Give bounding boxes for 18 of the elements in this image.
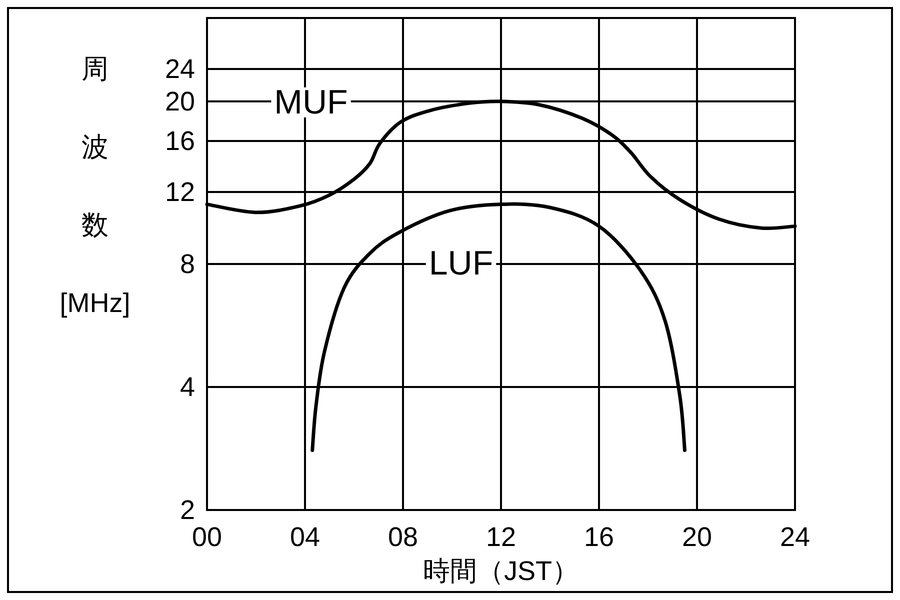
series-label: LUF <box>428 244 494 282</box>
x-tick-label: 00 <box>192 522 222 552</box>
x-tick-label: 24 <box>780 522 810 552</box>
x-tick-label: 08 <box>388 522 418 552</box>
y-tick-label: 12 <box>164 177 195 208</box>
x-tick-label: 16 <box>584 522 614 552</box>
x-tick-label: 12 <box>486 522 516 552</box>
x-tick-label: 04 <box>290 522 320 552</box>
y-tick-label: 16 <box>164 126 195 156</box>
y-tick-label: 8 <box>180 249 195 279</box>
y-tick-label: 2 <box>180 495 195 525</box>
y-tick-label: 24 <box>164 54 195 84</box>
x-tick-label: 20 <box>682 522 712 552</box>
series-label: MUF <box>274 83 348 122</box>
x-axis-title: 時間（JST） <box>422 556 580 586</box>
text: 周波数 [MHz] <box>60 54 130 318</box>
y-tick-label: 4 <box>180 372 195 402</box>
y-tick-label: 20 <box>164 86 195 116</box>
